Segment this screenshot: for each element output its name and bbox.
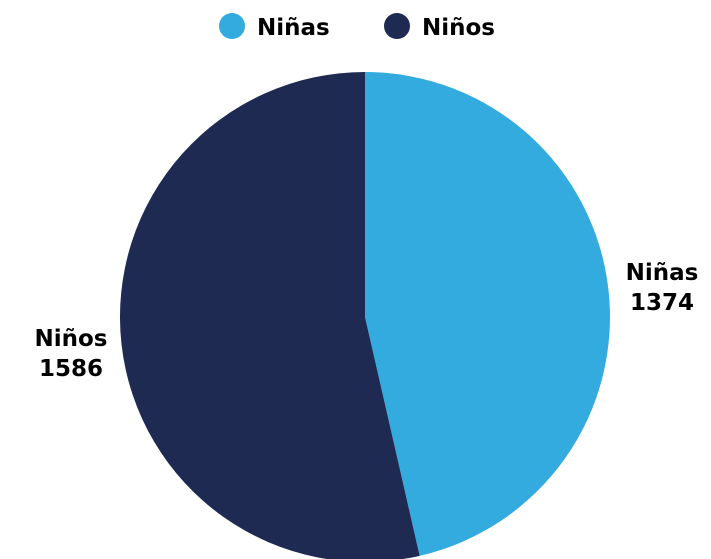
legend-swatch-ninos [384,13,410,39]
legend: Niñas Niños [219,13,495,41]
legend-swatch-ninas [219,13,245,39]
data-label-ninas-name: Niñas [626,260,699,286]
legend-label-ninas: Niñas [257,15,330,41]
data-label-ninas-value: 1374 [630,290,694,316]
legend-item-ninas[interactable]: Niñas [219,13,330,41]
data-labels: Niñas 1374 Niños 1586 [35,260,699,382]
legend-item-ninos[interactable]: Niños [384,13,495,41]
legend-label-ninos: Niños [422,15,495,41]
pie-slice-ninas[interactable] [365,72,610,556]
data-label-ninos-value: 1586 [39,356,103,382]
data-label-ninos-name: Niños [35,326,108,352]
pie-slice-ninos[interactable] [119,72,420,559]
pie-slices [119,72,610,559]
